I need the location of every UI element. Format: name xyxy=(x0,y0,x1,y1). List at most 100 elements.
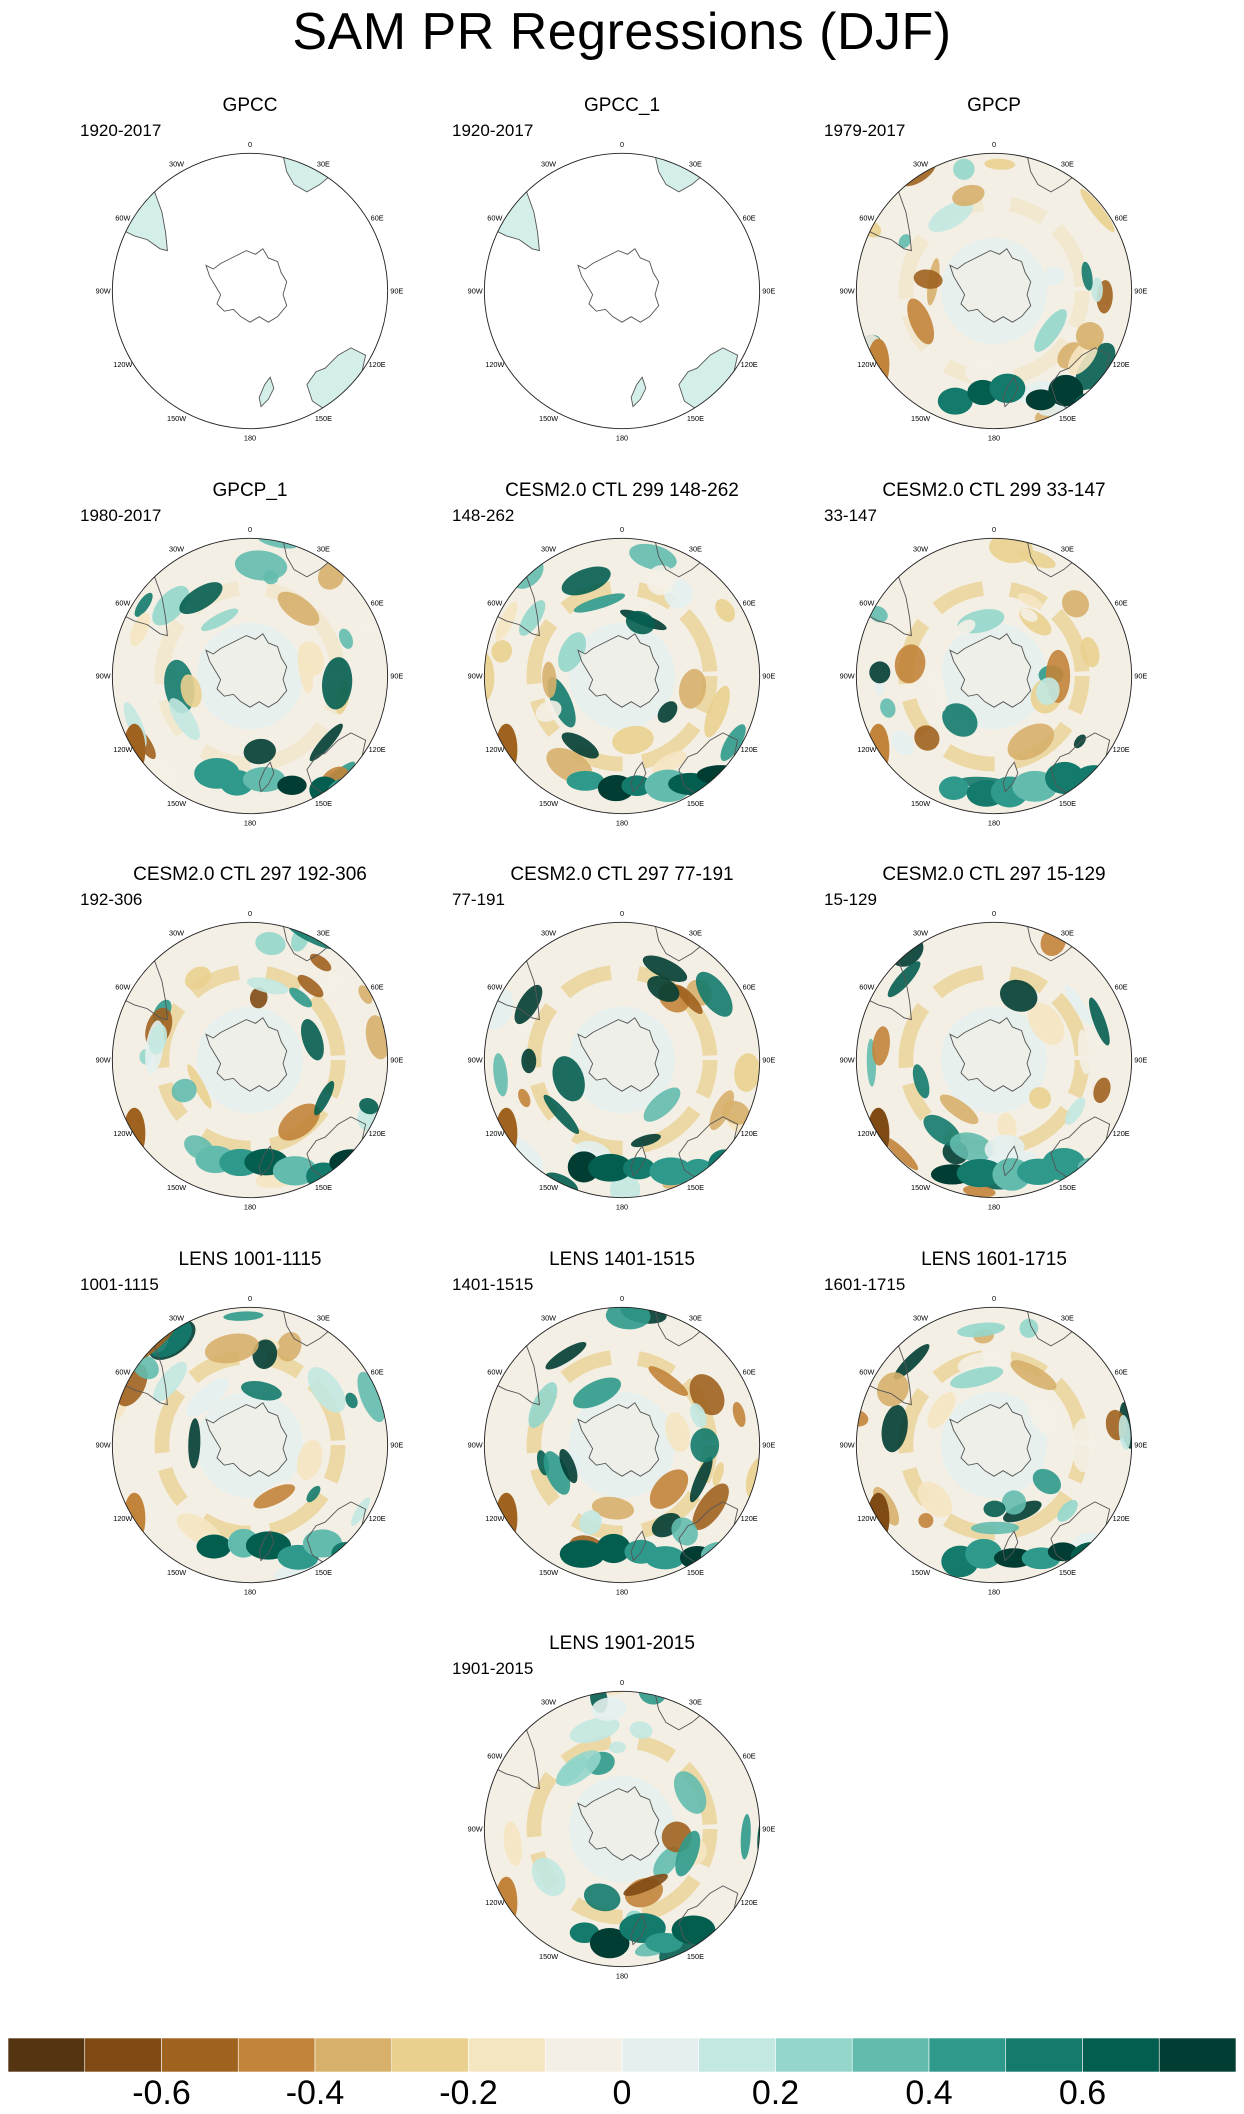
panel-title: GPCP_1 xyxy=(212,480,288,501)
longitude-label: 120W xyxy=(113,1129,132,1138)
longitude-label: 90W xyxy=(468,672,483,681)
polar-map: 0 30E 60E 90E 120E 150E 180 150W 120W 90W 60W 30W xyxy=(468,525,776,828)
polar-map: 0 30E 60E 90E 120E 150E 180 150W 120W 90W 60W 30W xyxy=(840,1294,1148,1597)
longitude-label: 30W xyxy=(913,1314,928,1323)
longitude-label: 150E xyxy=(687,414,704,423)
longitude-label: 90W xyxy=(96,287,111,296)
map-panel: LENS 1401-1515 1401-1515 0 30E 60E 90E 120E 150… xyxy=(452,1249,792,1629)
longitude-label: 120E xyxy=(1113,1514,1130,1523)
longitude-label: 90E xyxy=(390,1441,403,1450)
polar-map: 0 30E 60E 90E 120E 150E 180 150W 120W 90W 60W 30W xyxy=(96,909,404,1212)
longitude-label: 0 xyxy=(992,909,996,918)
longitude-label: 30E xyxy=(1061,1314,1074,1323)
longitude-label: 0 xyxy=(620,1678,624,1687)
polar-map: 0 30E 60E 90E 120E 150E 180 150W 120W 90W 60W 30W xyxy=(840,140,1148,443)
map-panel: GPCC 1920-2017 0 30E 60E 90E 120E 150E 180 150W 12… xyxy=(80,95,420,475)
longitude-label: 150W xyxy=(911,414,930,423)
colorbar-swatch xyxy=(928,2038,1007,2072)
colorbar-swatch xyxy=(698,2038,776,2072)
longitude-label: 0 xyxy=(620,140,624,149)
longitude-label: 120W xyxy=(485,1514,504,1523)
panel-title: GPCC_1 xyxy=(583,95,661,116)
longitude-label: 60W xyxy=(487,598,502,607)
polar-map: 0 30E 60E 90E 120E 150E 180 150W 120W 90W 60W 30W xyxy=(468,140,776,443)
longitude-label: 120E xyxy=(369,1129,386,1138)
panel-period: 33-147 xyxy=(824,506,877,525)
longitude-label: 150E xyxy=(687,799,704,808)
colorbar-swatch xyxy=(391,2038,469,2072)
longitude-label: 60W xyxy=(859,598,874,607)
longitude-label: 120W xyxy=(113,1514,132,1523)
panel-title: LENS 1901-2015 xyxy=(549,1633,695,1654)
map-panel: CESM2.0 CTL 297 77-191 77-191 0 30E 60E 90E 12… xyxy=(452,864,792,1244)
longitude-label: 30W xyxy=(913,160,928,169)
longitude-label: 150E xyxy=(1059,1183,1076,1192)
colorbar-swatch xyxy=(851,2038,930,2072)
longitude-label: 60E xyxy=(743,598,756,607)
longitude-label: 30W xyxy=(541,1698,556,1707)
longitude-label: 0 xyxy=(620,909,624,918)
longitude-label: 60E xyxy=(743,982,756,991)
polar-map: 0 30E 60E 90E 120E 150E 180 150W 120W 90W 60W 30W xyxy=(468,1294,776,1597)
longitude-label: 30E xyxy=(689,929,702,938)
longitude-label: 120E xyxy=(741,1514,758,1523)
longitude-label: 30W xyxy=(541,929,556,938)
longitude-label: 90E xyxy=(390,287,403,296)
longitude-label: 120E xyxy=(741,360,758,369)
longitude-label: 120E xyxy=(741,745,758,754)
panel-period: 1901-2015 xyxy=(452,1659,534,1678)
panel-period: 1001-1115 xyxy=(80,1275,159,1294)
longitude-label: 120E xyxy=(369,1514,386,1523)
longitude-label: 180 xyxy=(244,1203,256,1212)
panel-period: 192-306 xyxy=(80,890,143,909)
longitude-label: 60E xyxy=(1115,598,1128,607)
panel-title: LENS 1401-1515 xyxy=(549,1249,695,1270)
longitude-label: 60W xyxy=(859,1367,874,1376)
map-panel: LENS 1001-1115 1001-1115 0 30E 60E 90E 120E 150… xyxy=(80,1249,420,1629)
longitude-label: 90E xyxy=(1134,1441,1147,1450)
longitude-label: 120W xyxy=(485,360,504,369)
longitude-label: 120W xyxy=(113,745,132,754)
longitude-label: 120W xyxy=(485,1898,504,1907)
longitude-label: 120W xyxy=(485,745,504,754)
longitude-label: 30E xyxy=(689,1314,702,1323)
longitude-label: 90W xyxy=(468,1441,483,1450)
longitude-label: 0 xyxy=(248,525,252,534)
panel-title: CESM2.0 CTL 297 77-191 xyxy=(510,864,734,885)
longitude-label: 60W xyxy=(115,1367,130,1376)
longitude-label: 30E xyxy=(317,929,330,938)
longitude-label: 180 xyxy=(244,434,256,443)
colorbar-tick-label: 0 xyxy=(612,2074,632,2112)
longitude-label: 120E xyxy=(1113,360,1130,369)
colorbar-tick-label: -0.2 xyxy=(439,2074,498,2112)
longitude-label: 30W xyxy=(913,929,928,938)
polar-map: 0 30E 60E 90E 120E 150E 180 150W 120W 90W 60W 30W xyxy=(468,1678,776,1981)
polar-map: 0 30E 60E 90E 120E 150E 180 150W 120W 90W 60W 30W xyxy=(96,525,404,828)
panel-title: CESM2.0 CTL 297 192-306 xyxy=(133,864,367,885)
polar-map: 0 30E 60E 90E 120E 150E 180 150W 120W 90W 60W 30W xyxy=(96,140,404,443)
longitude-label: 150W xyxy=(911,1183,930,1192)
polar-map: 0 30E 60E 90E 120E 150E 180 150W 120W 90W 60W 30W xyxy=(840,525,1148,828)
longitude-label: 150W xyxy=(539,1568,558,1577)
map-panel: GPCP_1 1980-2017 0 30E 60E 90E 120E 150E 180 150W… xyxy=(80,480,420,860)
longitude-label: 90W xyxy=(96,1441,111,1450)
colorbar-swatch xyxy=(468,2038,546,2072)
colorbar-swatch xyxy=(1158,2038,1236,2072)
longitude-label: 0 xyxy=(248,1294,252,1303)
panel-period: 1920-2017 xyxy=(452,121,534,140)
panel-period: 1401-1515 xyxy=(452,1275,534,1294)
longitude-label: 150E xyxy=(687,1568,704,1577)
longitude-label: 60E xyxy=(1115,213,1128,222)
longitude-label: 30W xyxy=(169,160,184,169)
longitude-label: 30W xyxy=(169,1314,184,1323)
colorbar-tick-label: -0.6 xyxy=(132,2074,191,2112)
panel-title: GPCP xyxy=(967,95,1021,116)
polar-map: 0 30E 60E 90E 120E 150E 180 150W 120W 90W 60W 30W xyxy=(840,909,1148,1212)
polar-map: 0 30E 60E 90E 120E 150E 180 150W 120W 90W 60W 30W xyxy=(468,909,776,1212)
colorbar-tick-label: -0.4 xyxy=(285,2074,345,2112)
figure-title: SAM PR Regressions (DJF) xyxy=(292,3,952,61)
longitude-label: 60E xyxy=(371,213,384,222)
longitude-label: 150E xyxy=(687,1183,704,1192)
longitude-label: 90E xyxy=(762,1825,775,1834)
polar-map: 0 30E 60E 90E 120E 150E 180 150W 120W 90W 60W 30W xyxy=(96,1294,404,1597)
